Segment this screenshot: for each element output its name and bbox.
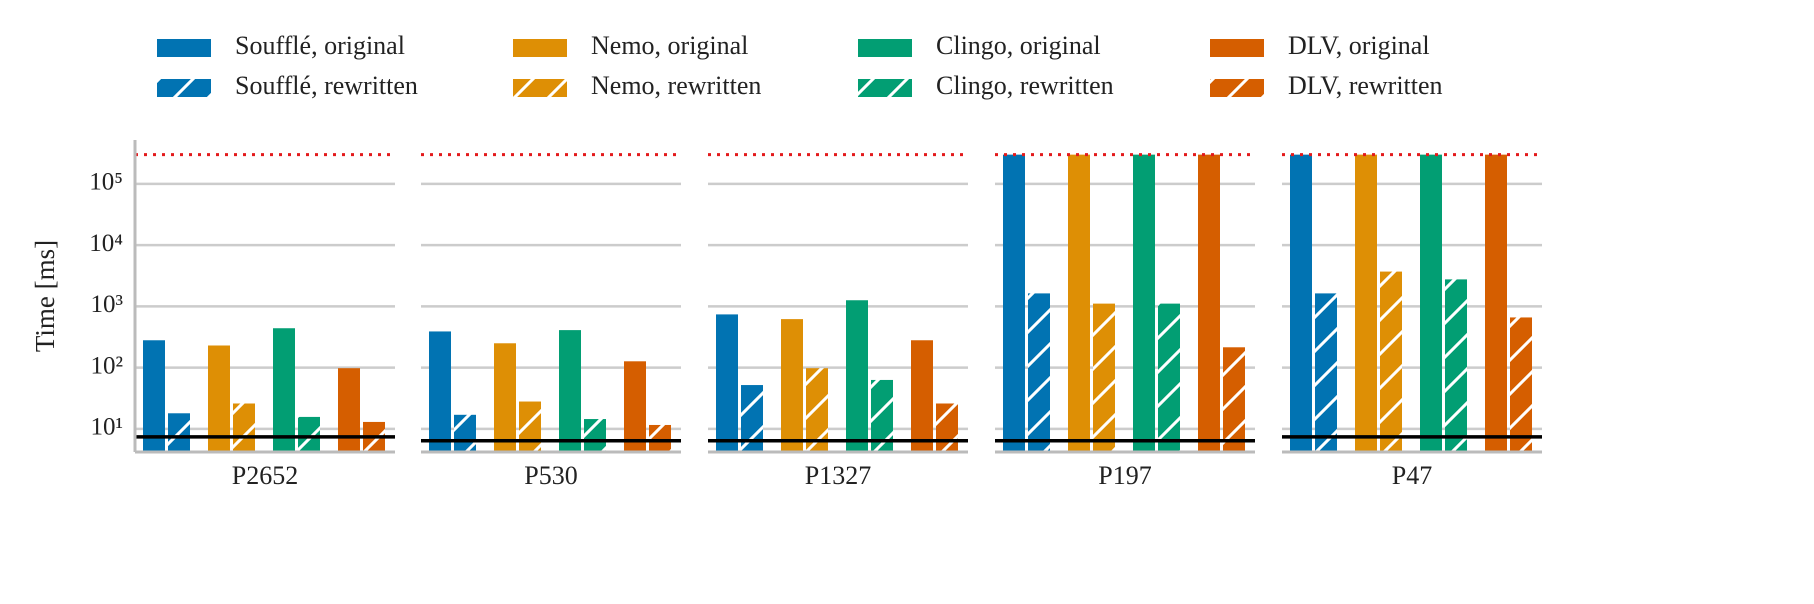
bar	[1380, 271, 1402, 452]
legend-label: DLV, rewritten	[1288, 71, 1443, 100]
bar	[559, 330, 581, 452]
y-tick-label: 10⁵	[89, 169, 123, 196]
legend-swatch	[513, 79, 567, 97]
bar	[338, 368, 360, 452]
bar	[273, 328, 295, 452]
bar	[143, 340, 165, 452]
x-axis-label: P1327	[805, 461, 871, 490]
x-axis-label: P2652	[232, 461, 298, 490]
bar	[454, 414, 476, 452]
y-axis-label: Time [ms]	[30, 240, 60, 352]
y-tick-label: 10²	[91, 352, 124, 379]
bar	[1223, 347, 1245, 452]
bar	[1133, 154, 1155, 452]
bar	[936, 403, 958, 452]
bar	[1510, 317, 1532, 452]
bar	[1068, 154, 1090, 452]
bar	[1198, 154, 1220, 452]
bar	[1445, 279, 1467, 452]
legend-swatch	[1210, 79, 1264, 97]
legend-label: Soufflé, rewritten	[235, 71, 418, 100]
legend-swatch	[157, 79, 211, 97]
bar	[716, 314, 738, 452]
bar	[871, 379, 893, 452]
bar	[741, 385, 763, 452]
legend-swatch	[513, 39, 567, 57]
legend-label: Nemo, original	[591, 31, 748, 60]
bar	[494, 343, 516, 452]
bar	[1485, 154, 1507, 452]
legend-label: Nemo, rewritten	[591, 71, 761, 100]
bar	[1290, 154, 1312, 452]
bar	[624, 361, 646, 452]
legend-label: Clingo, original	[936, 31, 1101, 60]
bar	[519, 401, 541, 452]
bar	[781, 319, 803, 452]
legend-swatch	[858, 79, 912, 97]
bar	[1315, 293, 1337, 452]
bar	[1158, 303, 1180, 452]
bar	[1028, 293, 1050, 452]
bar	[208, 345, 230, 452]
bar	[649, 424, 671, 452]
legend-label: Clingo, rewritten	[936, 71, 1114, 100]
bar	[168, 413, 190, 452]
y-tick-label: 10⁴	[89, 230, 123, 257]
legend-swatch	[157, 39, 211, 57]
bar	[233, 403, 255, 452]
legend-label: DLV, original	[1288, 31, 1430, 60]
bar	[911, 340, 933, 452]
y-tick-label: 10¹	[91, 414, 124, 441]
bar	[298, 416, 320, 452]
x-axis-label: P530	[524, 461, 577, 490]
bar	[1355, 154, 1377, 452]
bar	[806, 368, 828, 452]
bar	[1420, 154, 1442, 452]
bar	[846, 300, 868, 452]
legend-swatch	[1210, 39, 1264, 57]
bar	[429, 331, 451, 452]
x-axis-label: P47	[1392, 461, 1432, 490]
bar	[584, 419, 606, 452]
y-tick-label: 10³	[91, 291, 124, 318]
bar	[1003, 154, 1025, 452]
x-axis-label: P197	[1098, 461, 1151, 490]
legend-swatch	[858, 39, 912, 57]
bar	[1093, 303, 1115, 452]
legend-label: Soufflé, original	[235, 31, 405, 60]
